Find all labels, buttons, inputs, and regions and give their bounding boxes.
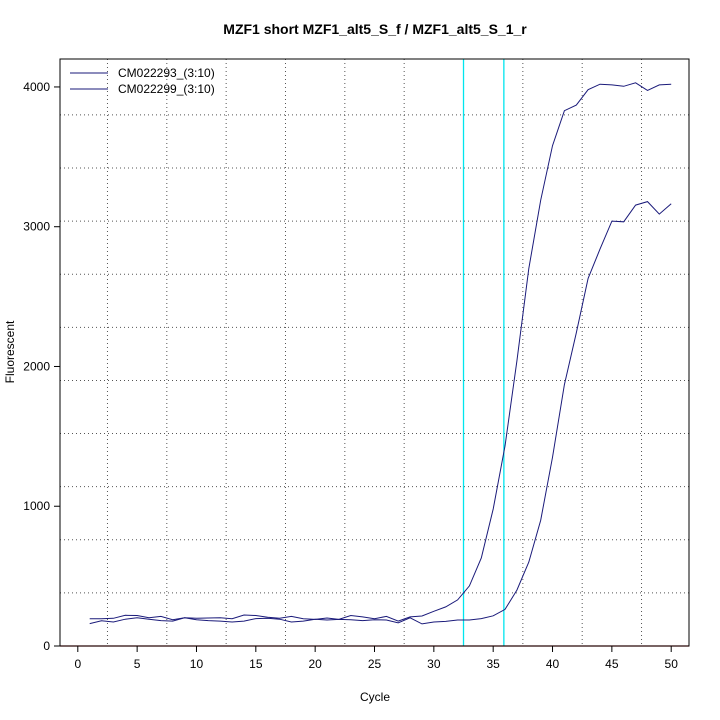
- x-tick-label: 10: [190, 657, 204, 671]
- threshold-lines: [462, 59, 505, 646]
- x-tick-label: 40: [546, 657, 560, 671]
- grid: [60, 59, 689, 646]
- x-tick-label: 15: [249, 657, 263, 671]
- y-axis-label: Fluorescent: [3, 320, 17, 383]
- y-tick-label: 2000: [23, 359, 50, 373]
- y-tick-label: 0: [43, 639, 50, 653]
- x-tick-label: 45: [605, 657, 619, 671]
- chart-title: MZF1 short MZF1_alt5_S_f / MZF1_alt5_S_1…: [223, 21, 527, 37]
- x-tick-label: 5: [134, 657, 141, 671]
- x-axis-label: Cycle: [360, 690, 390, 704]
- series-lines: [89, 82, 672, 625]
- x-tick-label: 0: [74, 657, 81, 671]
- x-tick-label: 20: [308, 657, 322, 671]
- y-tick-label: 3000: [23, 220, 50, 234]
- series-line-2: [89, 201, 672, 625]
- x-tick-label: 30: [427, 657, 441, 671]
- x-tick-label: 35: [486, 657, 500, 671]
- legend-label: CM022299_(3:10): [118, 82, 215, 96]
- x-tick-label: 25: [368, 657, 382, 671]
- legend: CM022293_(3:10) CM022299_(3:10): [70, 66, 215, 96]
- x-axis: 0 5 10 15 20 25 30 35 40 45 50: [74, 645, 679, 671]
- y-axis: 0 1000 2000 3000 4000: [23, 80, 60, 653]
- y-tick-label: 1000: [23, 499, 50, 513]
- y-tick-label: 4000: [23, 80, 50, 94]
- legend-label: CM022293_(3:10): [118, 66, 215, 80]
- x-tick-label: 50: [665, 657, 679, 671]
